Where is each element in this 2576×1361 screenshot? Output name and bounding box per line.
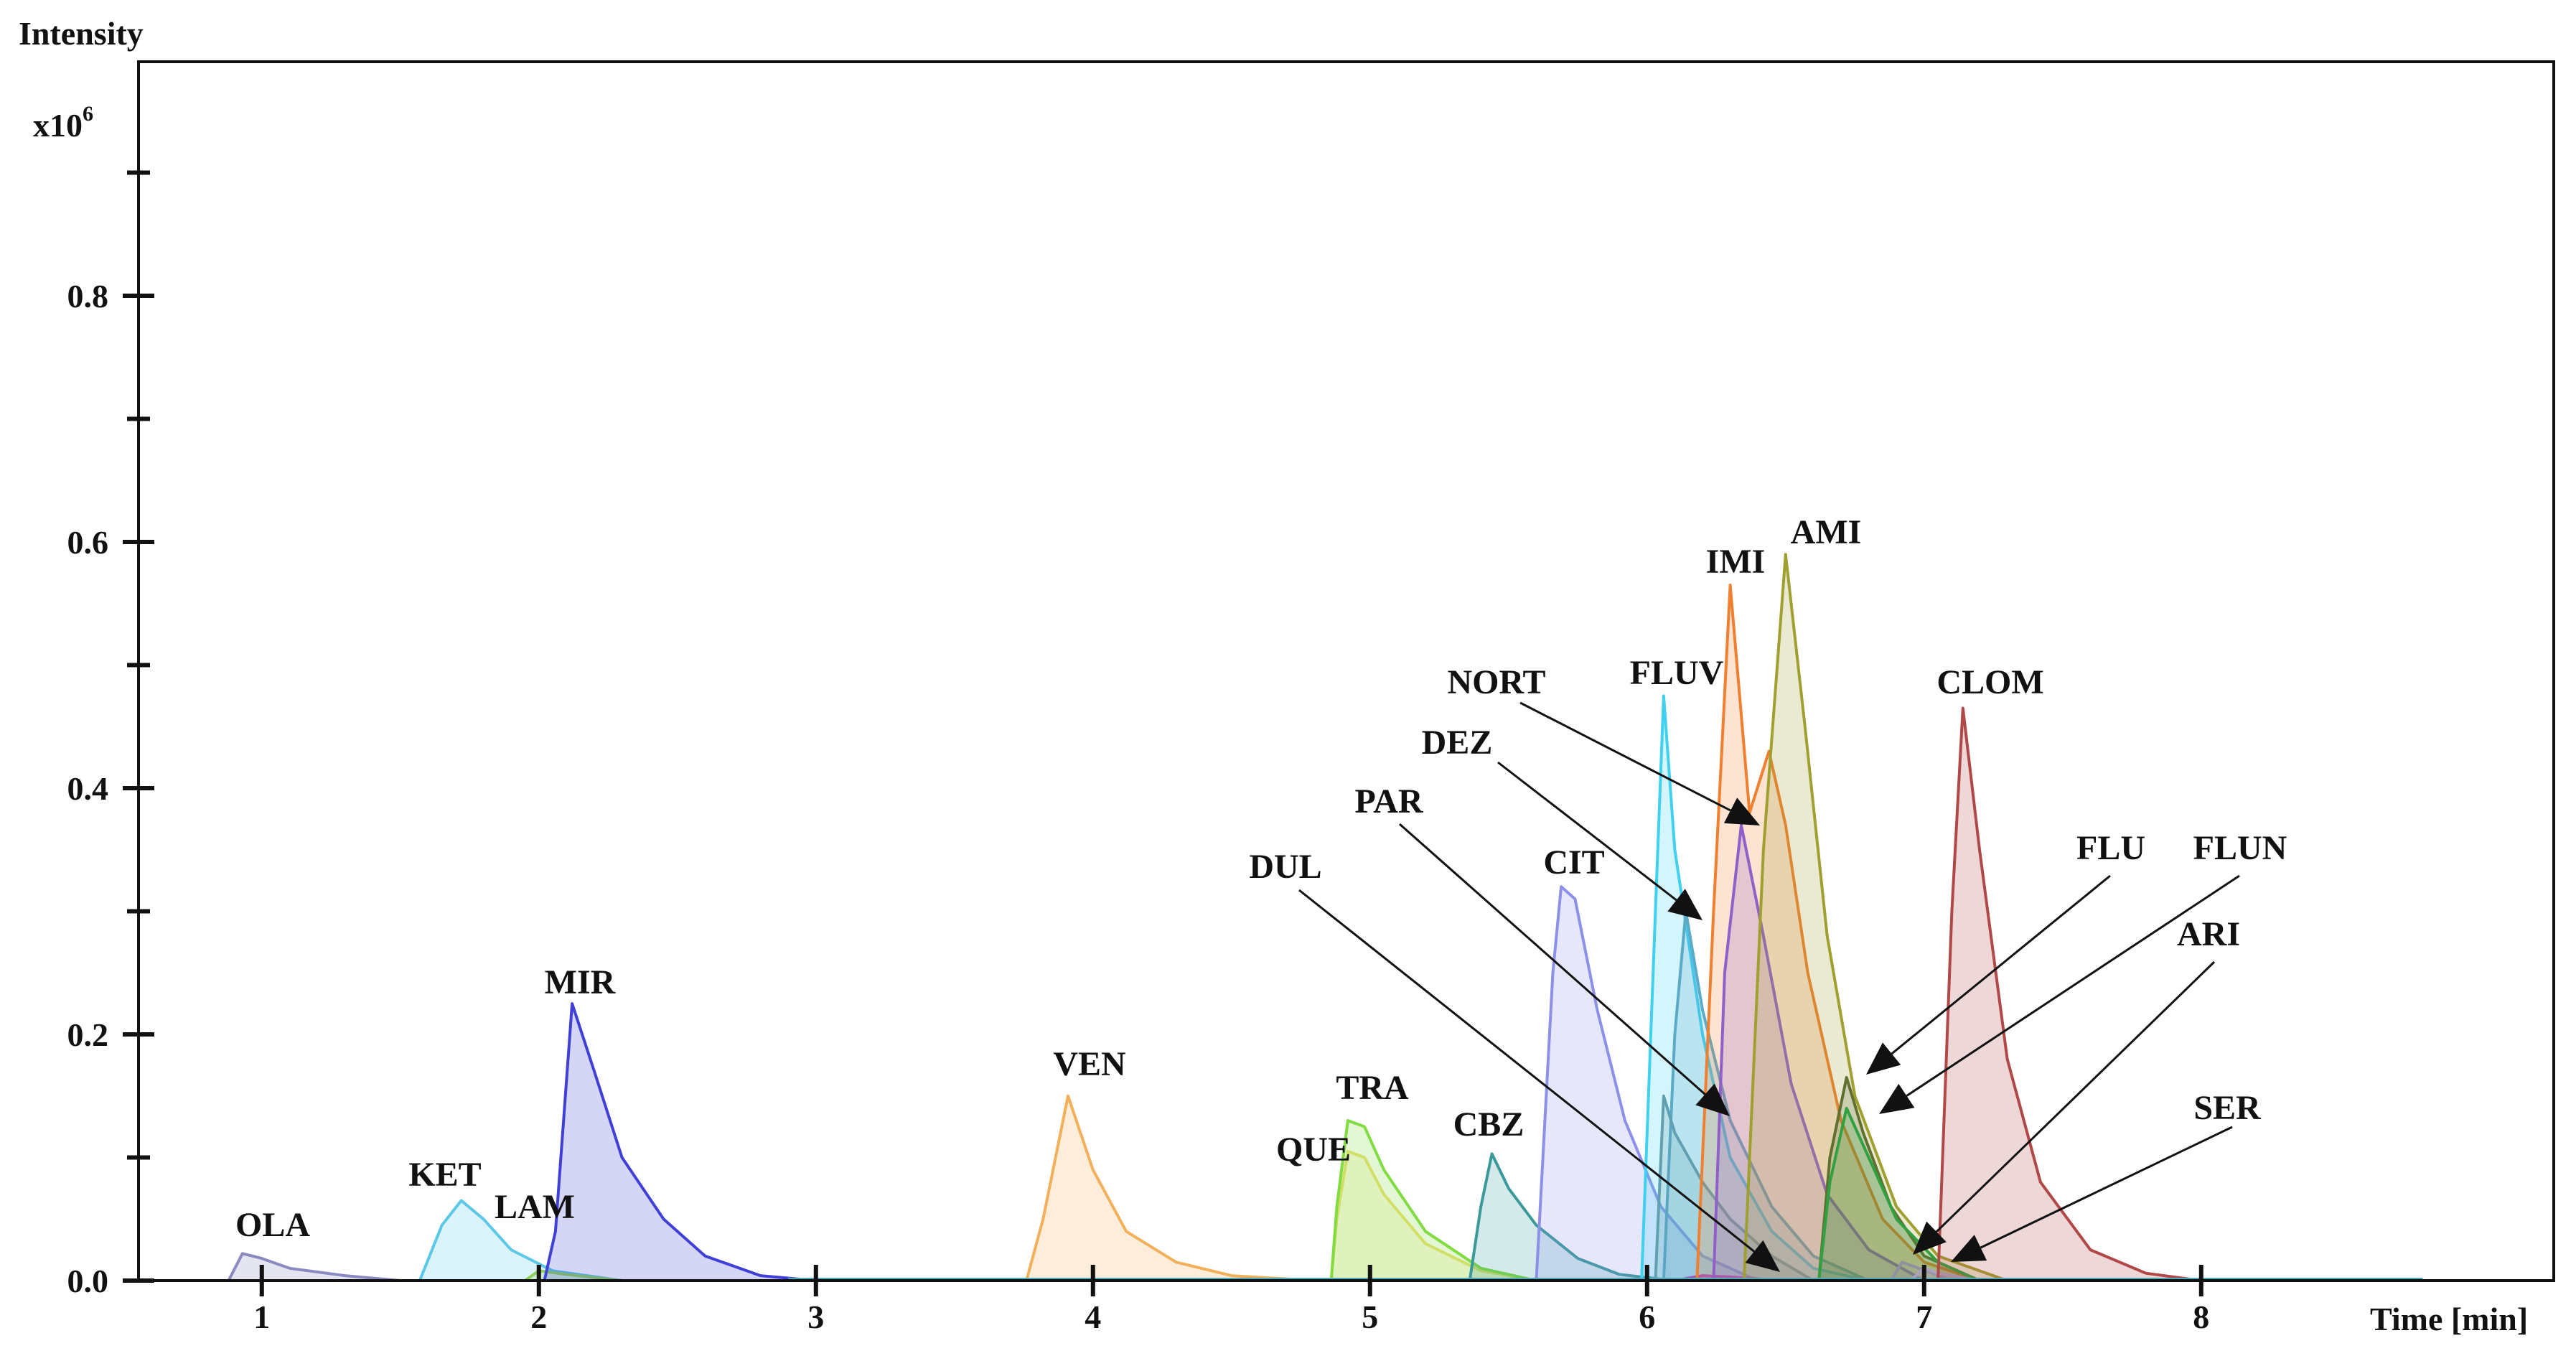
series-area-dez xyxy=(1663,911,1869,1281)
series-area-nort xyxy=(1713,825,1924,1281)
arrow-line-dul xyxy=(1298,889,1755,1253)
peak-label-tra: TRA xyxy=(1336,1069,1409,1107)
plot-frame xyxy=(137,60,2555,1282)
peak-label-que: QUE xyxy=(1276,1131,1351,1169)
peak-label-ari: ARI xyxy=(2177,915,2240,953)
series-line-imi xyxy=(1695,584,1980,1282)
peak-label-cbz: CBZ xyxy=(1453,1105,1524,1143)
y-tick-label-0.8: 0.8 xyxy=(67,278,109,314)
series-line-nort xyxy=(1712,823,1925,1282)
series-line-dez xyxy=(1662,909,1870,1282)
y-tick-label-0.4: 0.4 xyxy=(67,770,109,807)
arrow-head-ser xyxy=(1951,1235,1987,1262)
peak-label-ket: KET xyxy=(408,1156,481,1194)
series-area-cbz xyxy=(1469,1154,1675,1281)
arrow-line-dez xyxy=(1497,761,1677,902)
peak-label-fluv: FLUV xyxy=(1630,654,1724,692)
arrow-line-ser xyxy=(1980,1126,2233,1249)
peak-label-ser: SER xyxy=(2193,1089,2262,1127)
x-axis-title: Time [min] xyxy=(2370,1301,2528,1337)
x-tick-label-7: 7 xyxy=(1916,1299,1932,1335)
series-area-mir xyxy=(544,1004,816,1281)
series-area-que xyxy=(1331,1151,1537,1281)
peak-label-imi: IMI xyxy=(1706,543,1766,581)
series-line-ven xyxy=(1025,1094,1315,1282)
peak-label-dez: DEZ xyxy=(1422,724,1493,762)
series-area-ser xyxy=(1910,1268,1980,1281)
arrow-head-dez xyxy=(1667,889,1702,920)
x-tick-label-6: 6 xyxy=(1639,1299,1655,1335)
series-line-cit xyxy=(1535,885,1759,1282)
peak-label-cit: CIT xyxy=(1543,843,1604,881)
arrow-head-dul xyxy=(1745,1240,1780,1272)
series-line-fluv xyxy=(1640,694,1870,1282)
y-tick-label-0.0: 0.0 xyxy=(67,1263,109,1299)
series-line-cbz xyxy=(1468,1152,1675,1282)
arrow-head-flun xyxy=(1879,1083,1915,1114)
x-tick-label-1: 1 xyxy=(253,1299,270,1335)
series-area-tra xyxy=(1331,1121,1537,1281)
arrow-line-ari xyxy=(1935,960,2216,1233)
series-area-ket xyxy=(419,1200,622,1281)
series-area-ami xyxy=(1743,554,2008,1281)
arrow-layer xyxy=(1298,701,2240,1272)
series-area-flun xyxy=(1819,1108,1980,1281)
y-axis-unit: x106 xyxy=(33,102,93,144)
peak-label-mir: MIR xyxy=(545,963,617,1001)
peak-label-nort: NORT xyxy=(1448,663,1546,701)
y-axis-unit-base: x10 xyxy=(33,107,83,144)
arrow-head-par xyxy=(1695,1083,1730,1116)
series-area-ven xyxy=(1026,1095,1315,1281)
peak-label-flu: FLU xyxy=(2076,829,2145,867)
series-line-ser xyxy=(1909,1266,1980,1282)
series-area-ola xyxy=(228,1253,401,1281)
series-area-fluv xyxy=(1641,696,1869,1281)
peak-label-lam: LAM xyxy=(495,1188,575,1226)
arrow-line-nort xyxy=(1519,701,1731,812)
series-area-clom xyxy=(1938,708,2201,1281)
arrow-head-nort xyxy=(1723,798,1760,826)
peak-label-ven: VEN xyxy=(1053,1045,1126,1083)
peak-label-clom: CLOM xyxy=(1936,663,2043,701)
peak-label-flun: FLUN xyxy=(2193,829,2287,867)
arrow-line-flun xyxy=(1906,874,2240,1097)
x-tick-label-8: 8 xyxy=(2193,1299,2209,1335)
series-line-ket xyxy=(418,1199,622,1282)
axis-layer: 1 2 3 4 5 6 7 8 0.0 0.2 0.4 0.6 0.8 xyxy=(67,170,2209,1335)
y-tick-label-0.6: 0.6 xyxy=(67,524,109,561)
arrow-head-ari xyxy=(1913,1221,1947,1255)
series-line-ola xyxy=(227,1252,401,1282)
peak-label-ami: AMI xyxy=(1791,513,1862,551)
y-axis-title: Intensity xyxy=(19,15,144,52)
series-line-lam xyxy=(524,1269,622,1282)
series-line-clom xyxy=(1936,706,2202,1282)
peak-label-par: PAR xyxy=(1354,782,1423,820)
arrow-line-par xyxy=(1399,823,1706,1095)
y-tick-label-0.2: 0.2 xyxy=(67,1016,109,1053)
series-area-par xyxy=(1655,1095,1814,1281)
series-area-flu xyxy=(1819,1077,1980,1281)
series-line-mir xyxy=(543,1002,816,1282)
y-axis-unit-exponent: 6 xyxy=(83,102,93,126)
series-line-ari xyxy=(1889,1261,1953,1282)
arrow-line-flu xyxy=(1891,874,2111,1055)
series-layer xyxy=(227,553,2423,1282)
x-tick-label-4: 4 xyxy=(1085,1299,1101,1335)
arrow-head-flu xyxy=(1866,1042,1901,1075)
x-tick-label-3: 3 xyxy=(807,1299,824,1335)
x-tick-label-5: 5 xyxy=(1362,1299,1378,1335)
x-tick-label-2: 2 xyxy=(530,1299,547,1335)
label-layer: OLA KET LAM MIR VEN TRA QUE CBZ CIT FLUV IMI AMI CLO… xyxy=(235,513,2287,1244)
peak-label-dul: DUL xyxy=(1249,848,1321,886)
series-line-flu xyxy=(1817,1076,1980,1282)
peak-label-ola: OLA xyxy=(235,1206,310,1244)
